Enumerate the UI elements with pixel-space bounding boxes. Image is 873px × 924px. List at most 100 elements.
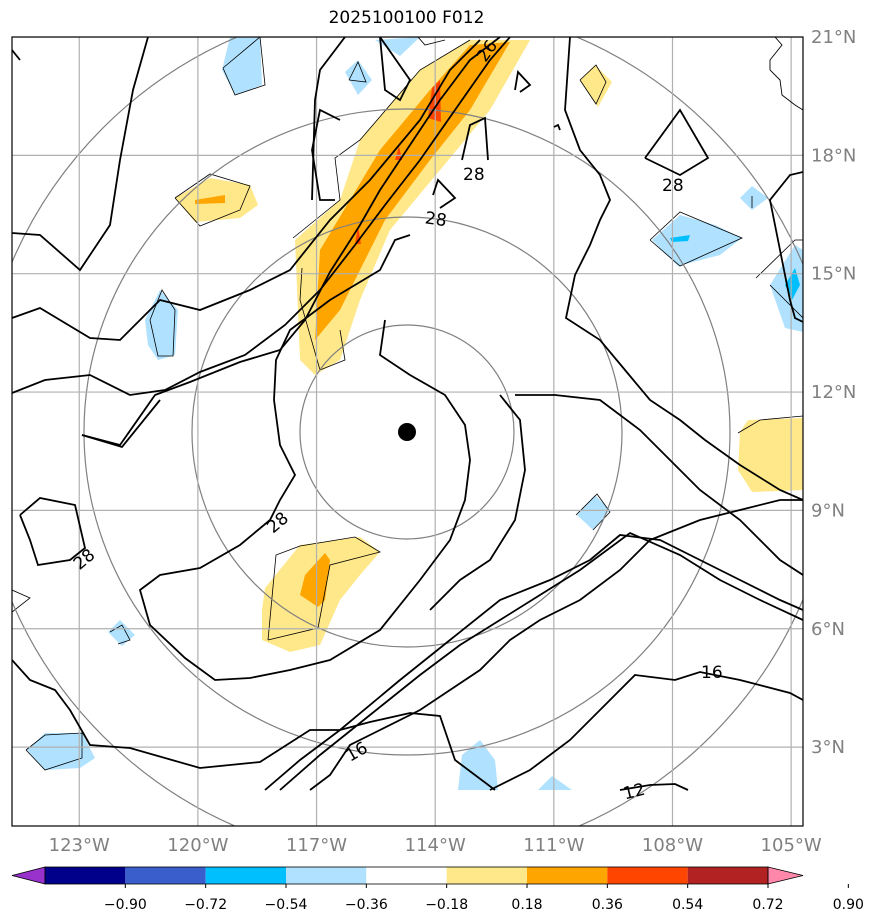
- lat-label: 15°N: [811, 264, 856, 285]
- contour-label: 12: [621, 780, 647, 805]
- contour-label: 16: [701, 663, 723, 683]
- colorbar-segment: [527, 867, 608, 884]
- contour-line: [432, 178, 457, 209]
- yellow-patch-east: [738, 418, 803, 492]
- colorbar-extend-low: [11, 866, 46, 885]
- contour-line: [12, 659, 496, 791]
- latitude-labels: 21°N 18°N 15°N 12°N 9°N 6°N 3°N: [811, 27, 856, 758]
- contour-line: [769, 171, 803, 323]
- blue-patch-11: [458, 740, 498, 790]
- contour-line: [12, 39, 481, 341]
- range-rings: [12, 37, 803, 826]
- colorbar-segment: [45, 867, 126, 884]
- map-frame: [11, 36, 804, 827]
- contour-label: 28: [70, 545, 99, 574]
- blue-patch-1: [222, 37, 262, 95]
- contour-line: [12, 49, 21, 61]
- colorbar-tick-label: 0.18: [511, 897, 542, 913]
- contour-line: [138, 234, 471, 681]
- lat-label: 21°N: [811, 27, 856, 48]
- contour-line: [515, 394, 803, 576]
- lon-label: 120°W: [167, 835, 228, 856]
- contour-line: [279, 531, 803, 791]
- contour-line: [461, 116, 489, 161]
- lon-label: 117°W: [286, 835, 347, 856]
- blue-patch-9: [27, 733, 95, 770]
- colorbar-outline: [44, 866, 769, 885]
- map-title: 2025100100 F012: [328, 8, 485, 28]
- lat-label: 6°N: [811, 619, 845, 640]
- lat-label: 9°N: [811, 500, 845, 521]
- contour-line: [19, 497, 87, 567]
- contour-line: [553, 123, 561, 131]
- contour-label: 16: [343, 738, 372, 766]
- coastline: [417, 37, 803, 111]
- blue-patch-7: [740, 186, 768, 210]
- colorbar-tick-label: −0.72: [184, 897, 227, 913]
- colorbar-tick-label: 0.72: [752, 897, 783, 913]
- blue-patch-4: [670, 235, 690, 242]
- temperature-contours: [12, 37, 803, 791]
- range-ring-3: [83, 108, 731, 756]
- contour-label: 28: [424, 208, 448, 231]
- range-ring-1: [299, 324, 515, 540]
- colorbar-tick-label: −0.36: [345, 897, 388, 913]
- orange-patch-south: [300, 553, 330, 607]
- contour-label: 28: [263, 508, 292, 537]
- colorbar-segment: [687, 867, 768, 884]
- contour-line: [489, 671, 803, 791]
- blue-patch-3: [652, 215, 742, 266]
- orange-patch-west: [195, 195, 225, 204]
- orange-band-core: [315, 42, 510, 340]
- colorbar-tick-label: 0.36: [592, 897, 623, 913]
- contour-line: [619, 783, 689, 791]
- colorbar-segment: [125, 867, 206, 884]
- red-patch-2: [395, 146, 402, 160]
- blue-patch-8: [577, 495, 610, 530]
- colorbar-segment: [205, 867, 286, 884]
- blue-patch-12: [538, 776, 572, 790]
- colorbar-segment: [286, 867, 367, 884]
- colorbar-tick-label: −0.18: [425, 897, 468, 913]
- lon-label: 123°W: [49, 835, 110, 856]
- colorbar-extend-high: [767, 866, 804, 885]
- contour-line: [12, 37, 149, 272]
- lon-label: 105°W: [761, 835, 822, 856]
- range-ring-2: [191, 216, 623, 648]
- contour-line: [514, 70, 532, 93]
- contour-line: [311, 37, 346, 201]
- colorbar-tick-label: −0.54: [265, 897, 308, 913]
- lon-label: 114°W: [405, 835, 466, 856]
- gridlines: [12, 37, 803, 826]
- contour-line: [264, 534, 803, 791]
- contour-line: [309, 499, 803, 791]
- lon-label: 111°W: [523, 835, 584, 856]
- colorbar-tick-label: −0.90: [104, 897, 147, 913]
- colorbar-segment: [607, 867, 688, 884]
- longitude-labels: 123°W 120°W 117°W 114°W 111°W 108°W 105°W: [49, 835, 822, 856]
- contour-line: [429, 394, 526, 611]
- contour-line: [311, 108, 341, 201]
- colorbar-tick-label: 0.54: [672, 897, 703, 913]
- storm-center-marker: [398, 423, 416, 441]
- contour-line: [644, 108, 710, 177]
- contour-label: 28: [463, 165, 485, 185]
- shaded-outlines: [12, 37, 803, 771]
- yellow-patch-ne: [580, 65, 612, 107]
- colorbar: −0.90 −0.72 −0.54 −0.36 −0.18 0.18 0.36 0.54 0.7…: [11, 866, 864, 913]
- contour-line: [81, 399, 161, 449]
- contour-line: [81, 37, 501, 447]
- blue-patch-10: [108, 620, 135, 646]
- colorbar-tick-label: 0.90: [833, 897, 864, 913]
- lon-label: 108°W: [642, 835, 703, 856]
- lat-label: 3°N: [811, 737, 845, 758]
- contour-line: [564, 37, 803, 501]
- blue-patch-14: [375, 37, 420, 56]
- lat-label: 12°N: [811, 382, 856, 403]
- contour-line: [379, 37, 412, 102]
- contour-label: 28: [662, 176, 684, 196]
- map-area: 28 28 28 28 28 26 16 16 12: [12, 37, 803, 826]
- lat-label: 18°N: [811, 145, 856, 166]
- contour-line: [12, 37, 511, 396]
